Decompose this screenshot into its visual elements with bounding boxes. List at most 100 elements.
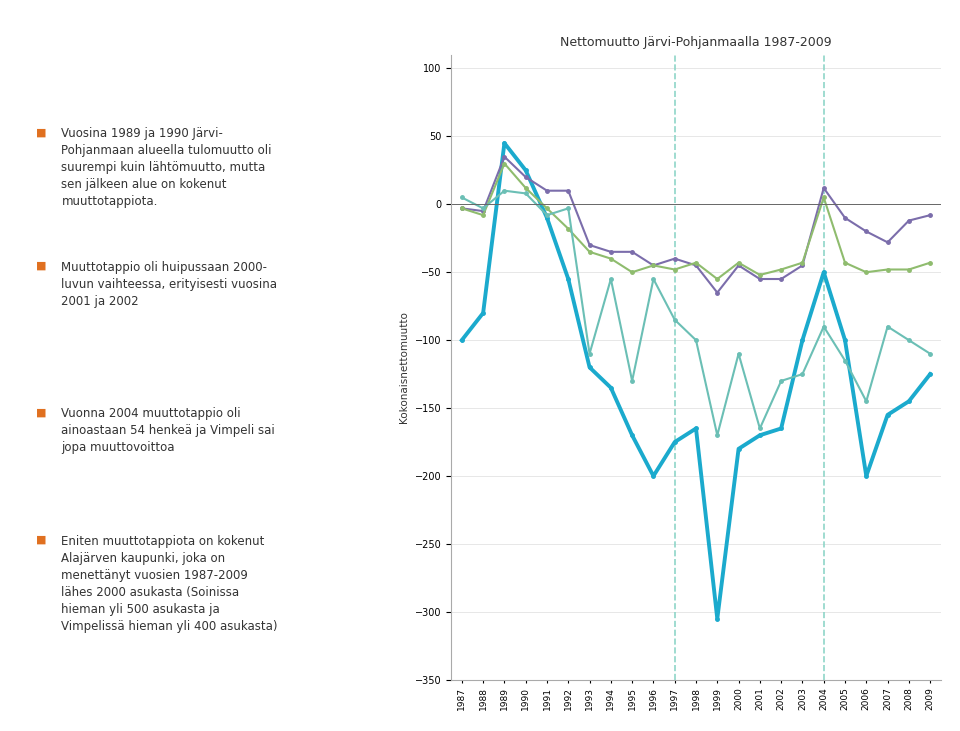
Vimpeli [755,270,766,279]
Soini [797,261,808,270]
Soini [541,186,553,195]
Alajärvi [584,363,595,371]
Line: Alajärvi: Alajärvi [460,141,932,621]
Vimpeli [648,261,660,270]
Text: ■: ■ [36,407,47,417]
Lappajärvi [584,349,595,358]
Title: Nettomuutto Järvi-Pohjanmaalla 1987-2009: Nettomuutto Järvi-Pohjanmaalla 1987-2009 [561,37,831,50]
Soini [477,207,489,216]
Alajärvi [541,213,553,222]
Alajärvi [605,383,616,392]
Vimpeli [690,258,702,267]
Soini [584,240,595,249]
Vimpeli [860,268,872,276]
Text: ■: ■ [36,127,47,137]
Soini [903,216,915,225]
Lappajärvi [839,356,851,365]
Lappajärvi [669,315,681,324]
Alajärvi [839,336,851,344]
Soini [520,173,532,181]
Vimpeli [541,204,553,213]
Vimpeli [818,193,829,202]
Text: AIRIX Ympäristö: AIRIX Ympäristö [820,709,931,723]
Alajärvi [732,444,744,453]
Text: ■: ■ [36,261,47,271]
Line: Lappajärvi: Lappajärvi [460,189,932,437]
Alajärvi [563,275,574,284]
Vimpeli [563,224,574,233]
Alajärvi [520,166,532,175]
Alajärvi [924,370,936,379]
Vimpeli [669,265,681,274]
Vimpeli [477,211,489,219]
Soini [498,152,510,161]
Text: 11: 11 [17,709,35,723]
Soini [818,183,829,192]
Soini [563,186,574,195]
Alajärvi [818,268,829,276]
Soini [626,248,637,257]
Lappajärvi [924,349,936,358]
Soini [882,238,894,246]
Alajärvi [690,424,702,433]
Lappajärvi [776,376,787,385]
Lappajärvi [711,431,723,439]
Soini [924,211,936,219]
Soini [605,248,616,257]
Lappajärvi [626,376,637,385]
Vimpeli [732,258,744,267]
Lappajärvi [818,322,829,331]
Vimpeli [839,258,851,267]
Soini [732,261,744,270]
Lappajärvi [477,204,489,213]
Alajärvi [456,336,468,344]
Text: Vuosina 1989 ja 1990 Järvi-
Pohjanmaan alueella tulomuutto oli
suurempi kuin läh: Vuosina 1989 ja 1990 Järvi- Pohjanmaan a… [61,127,272,208]
Vimpeli [903,265,915,274]
Text: Muuttotappio oli huipussaan 2000-
luvun vaihteessa, erityisesti vuosina
2001 ja : Muuttotappio oli huipussaan 2000- luvun … [61,261,277,308]
Alajärvi [648,471,660,480]
Lappajärvi [732,349,744,358]
Text: Eniten muuttotappiota on kokenut
Alajärven kaupunki, joka on
menettänyt vuosien : Eniten muuttotappiota on kokenut Alajärv… [61,534,278,632]
Alajärvi [626,431,637,439]
Soini [669,254,681,263]
Soini [648,261,660,270]
Vimpeli [882,265,894,274]
Lappajärvi [563,204,574,213]
Soini [860,227,872,236]
Vimpeli [711,275,723,284]
Text: Vuonna 2004 muuttotappio oli
ainoastaan 54 henkeä ja Vimpeli sai
jopa muuttovoit: Vuonna 2004 muuttotappio oli ainoastaan … [61,407,276,454]
Alajärvi [882,411,894,420]
Vimpeli [456,204,468,213]
Y-axis label: Kokonaisnettomuutto: Kokonaisnettomuutto [399,311,409,423]
Lappajärvi [520,189,532,198]
Vimpeli [605,254,616,263]
Soini [711,288,723,297]
Lappajärvi [498,186,510,195]
Lappajärvi [605,275,616,284]
Soini [839,213,851,222]
Lappajärvi [797,370,808,379]
Soini [776,275,787,284]
Alajärvi [755,431,766,439]
Vimpeli [626,268,637,276]
Soini [456,204,468,213]
Alajärvi [903,397,915,406]
Lappajärvi [860,397,872,406]
Alajärvi [711,614,723,623]
Alajärvi [797,336,808,344]
Soini [755,275,766,284]
Soini [690,261,702,270]
Lappajärvi [755,424,766,433]
Lappajärvi [882,322,894,331]
Text: Muuttoliike: Muuttoliike [17,10,196,37]
Vimpeli [797,258,808,267]
Alajärvi [669,438,681,447]
Lappajärvi [690,336,702,344]
Lappajärvi [456,193,468,202]
Line: Soini: Soini [460,155,932,295]
Alajärvi [477,308,489,317]
Lappajärvi [903,336,915,344]
Lappajärvi [541,211,553,219]
Vimpeli [924,258,936,267]
Vimpeli [498,159,510,168]
